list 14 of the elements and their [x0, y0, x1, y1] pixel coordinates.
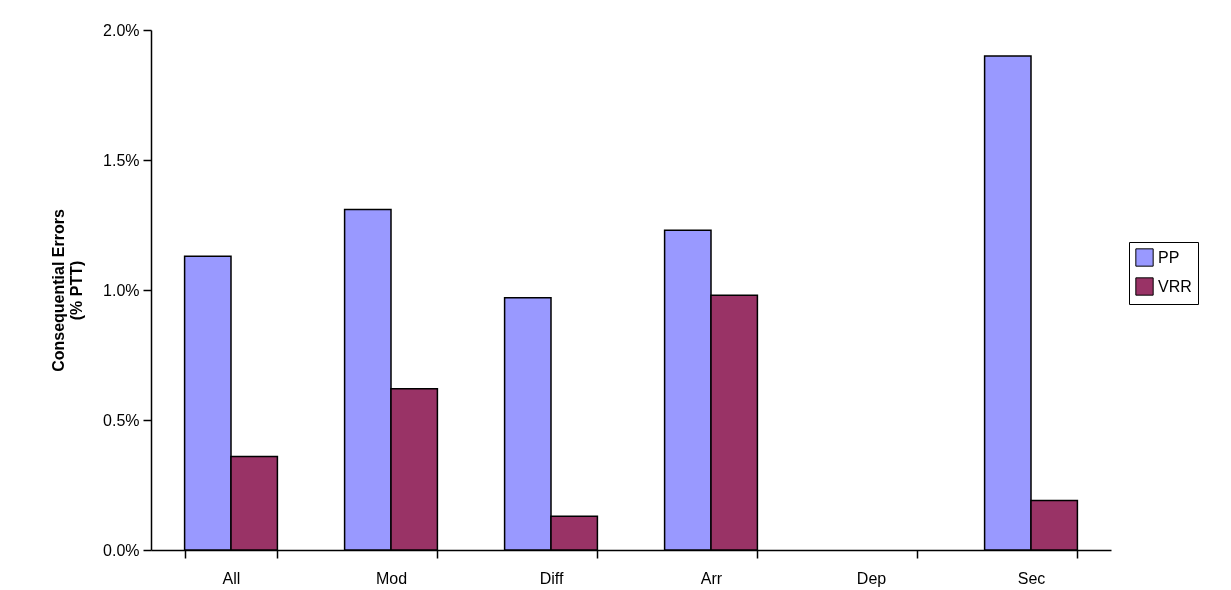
y-tick-label: 1.5%: [103, 151, 140, 169]
x-tick-label: All: [222, 569, 241, 587]
y-tick-label: 0.5%: [103, 411, 140, 429]
y-axis-title: Consequential Errors (% PTT): [50, 209, 86, 372]
legend-label: PP: [1158, 248, 1180, 266]
y-tick-label: 2.0%: [103, 21, 140, 39]
y-tick-label: 0.0%: [103, 541, 140, 559]
x-tick-label: Arr: [700, 569, 723, 587]
legend-label: VRR: [1158, 277, 1192, 295]
x-tick-label: Dep: [856, 569, 887, 587]
y-tick-label: 1.0%: [103, 281, 140, 299]
x-tick-label: Sec: [1017, 569, 1046, 587]
x-tick-label: Mod: [375, 569, 408, 587]
x-tick-label: Diff: [539, 569, 564, 587]
